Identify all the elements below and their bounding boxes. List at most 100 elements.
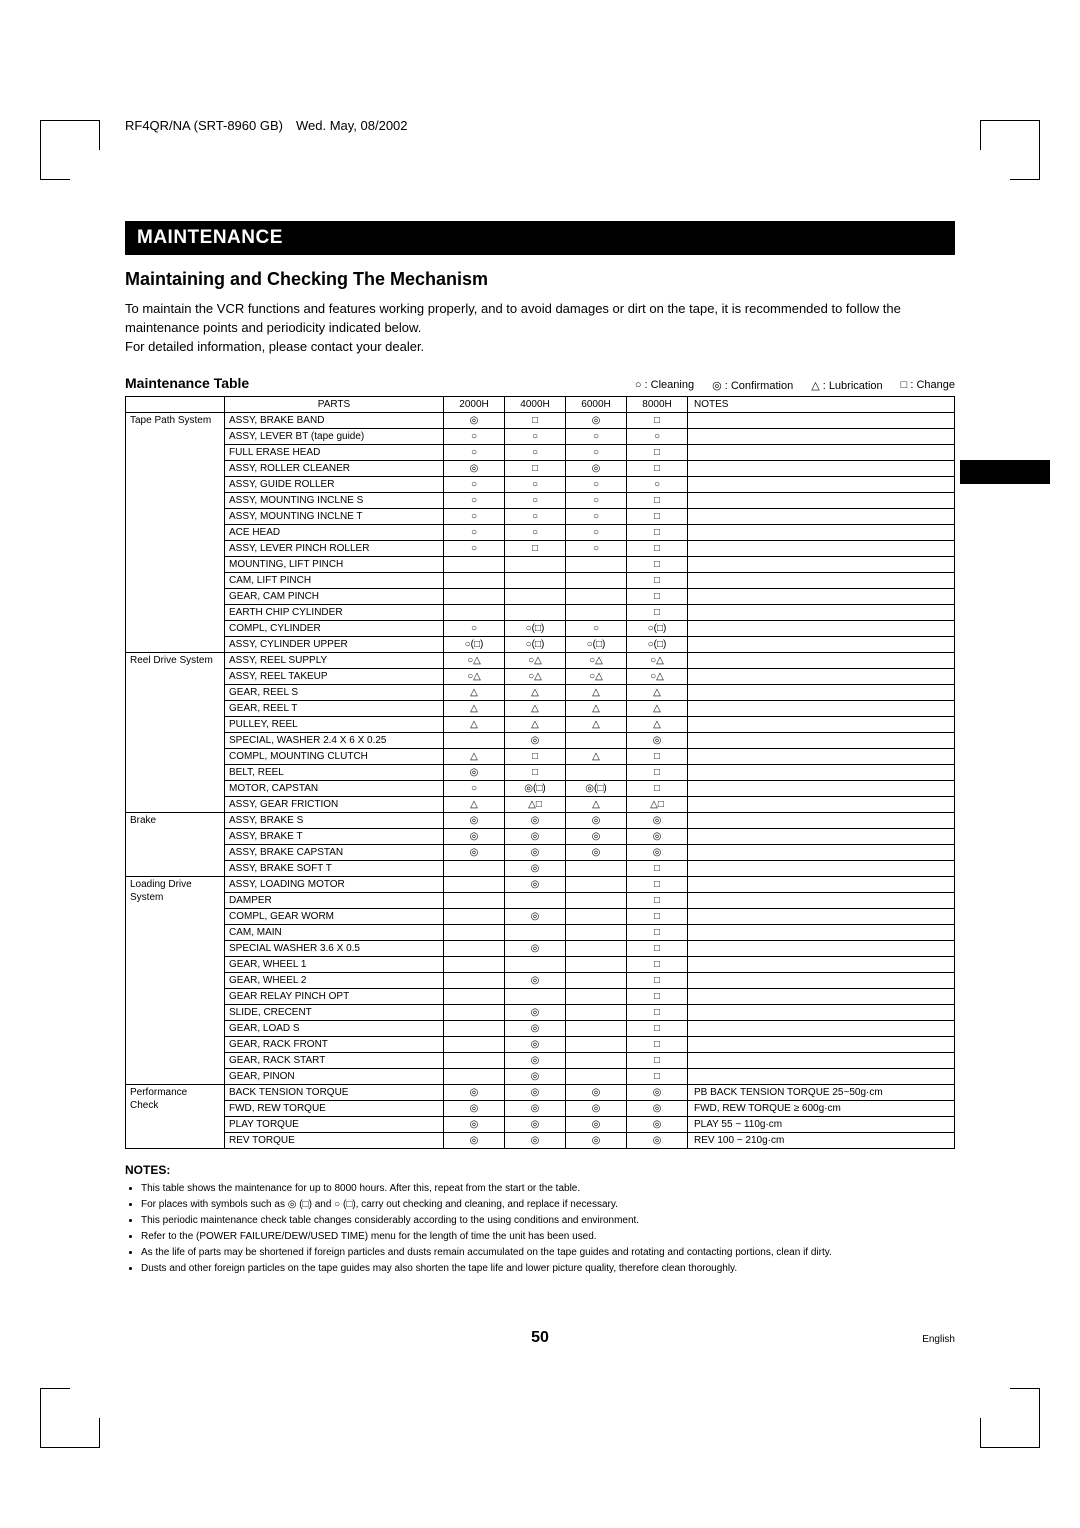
hour-cell xyxy=(566,988,627,1004)
part-cell: CAM, MAIN xyxy=(225,924,444,940)
hour-cell: △ xyxy=(627,700,688,716)
part-cell: ASSY, BRAKE S xyxy=(225,812,444,828)
hour-cell xyxy=(444,972,505,988)
hour-cell: □ xyxy=(627,940,688,956)
note-cell xyxy=(688,556,955,572)
system-cell: Reel Drive System xyxy=(126,652,225,812)
hour-cell: ◎(□) xyxy=(566,780,627,796)
table-row: SPECIAL WASHER 3.6 X 0.5 ◎ □ xyxy=(126,940,955,956)
table-row: EARTH CHIP CYLINDER□ xyxy=(126,604,955,620)
table-row: DAMPER□ xyxy=(126,892,955,908)
note-cell xyxy=(688,524,955,540)
table-row: ASSY, MOUNTING INCLNE T○○○□ xyxy=(126,508,955,524)
hour-cell: ◎ xyxy=(505,828,566,844)
part-cell: ASSY, REEL SUPPLY xyxy=(225,652,444,668)
part-cell: ASSY, BRAKE SOFT T xyxy=(225,860,444,876)
note-cell xyxy=(688,956,955,972)
note-cell xyxy=(688,1052,955,1068)
hour-cell: □ xyxy=(627,588,688,604)
hour-cell: □ xyxy=(505,540,566,556)
part-cell: COMPL, MOUNTING CLUTCH xyxy=(225,748,444,764)
hour-cell: ○(□) xyxy=(627,636,688,652)
hour-cell: ◎ xyxy=(505,732,566,748)
note-cell xyxy=(688,412,955,428)
part-cell: SPECIAL WASHER 3.6 X 0.5 xyxy=(225,940,444,956)
hour-cell xyxy=(444,860,505,876)
hour-cell: △ xyxy=(444,748,505,764)
part-cell: ASSY, GUIDE ROLLER xyxy=(225,476,444,492)
hour-cell: ○ xyxy=(444,444,505,460)
part-cell: REV TORQUE xyxy=(225,1132,444,1148)
hour-cell: ○ xyxy=(444,508,505,524)
part-cell: ASSY, GEAR FRICTION xyxy=(225,796,444,812)
table-row: GEAR, REEL T△△△△ xyxy=(126,700,955,716)
note-cell xyxy=(688,876,955,892)
hour-cell: □ xyxy=(627,908,688,924)
hour-cell: □ xyxy=(505,412,566,428)
notes-list: This table shows the maintenance for up … xyxy=(125,1181,955,1276)
table-row: SLIDE, CRECENT◎□ xyxy=(126,1004,955,1020)
hour-cell xyxy=(566,1004,627,1020)
hour-cell xyxy=(566,588,627,604)
hour-cell xyxy=(444,1020,505,1036)
hour-cell: ○(□) xyxy=(505,636,566,652)
hour-cell xyxy=(444,588,505,604)
hour-cell: □ xyxy=(627,924,688,940)
hour-cell: ◎ xyxy=(505,1132,566,1148)
part-cell: ASSY, REEL TAKEUP xyxy=(225,668,444,684)
hour-cell: ○△ xyxy=(627,652,688,668)
hour-cell xyxy=(566,572,627,588)
hour-cell: ◎ xyxy=(505,940,566,956)
hour-cell xyxy=(444,556,505,572)
hour-cell: ◎ xyxy=(627,1132,688,1148)
hour-cell: ○△ xyxy=(566,652,627,668)
table-row: PULLEY, REEL△△△△ xyxy=(126,716,955,732)
hour-cell xyxy=(444,1036,505,1052)
table-row: ASSY, BRAKE CAPSTAN◎◎◎◎ xyxy=(126,844,955,860)
table-row: REV TORQUE◎◎◎◎REV 100 ~ 210g·cm xyxy=(126,1132,955,1148)
note-cell xyxy=(688,732,955,748)
hour-cell: ◎ xyxy=(627,828,688,844)
part-cell: ASSY, LOADING MOTOR xyxy=(225,876,444,892)
table-row: Tape Path SystemASSY, BRAKE BAND◎□◎□ xyxy=(126,412,955,428)
hour-cell: □ xyxy=(627,764,688,780)
hour-cell: ◎ xyxy=(566,812,627,828)
hour-cell: ◎ xyxy=(505,1116,566,1132)
hour-cell: ◎ xyxy=(505,1068,566,1084)
table-row: PerformanceCheckBACK TENSION TORQUE◎◎◎◎P… xyxy=(126,1084,955,1100)
note-cell: REV 100 ~ 210g·cm xyxy=(688,1132,955,1148)
hour-cell: ○ xyxy=(444,524,505,540)
hour-cell: ○ xyxy=(566,444,627,460)
table-row: MOUNTING, LIFT PINCH□ xyxy=(126,556,955,572)
hour-cell: □ xyxy=(627,524,688,540)
hour-cell: ◎ xyxy=(566,1100,627,1116)
hour-cell: △ xyxy=(505,700,566,716)
part-cell: ASSY, LEVER PINCH ROLLER xyxy=(225,540,444,556)
table-header-cell: 2000H xyxy=(444,396,505,412)
hour-cell xyxy=(566,892,627,908)
hour-cell: ◎(□) xyxy=(505,780,566,796)
note-cell xyxy=(688,780,955,796)
hour-cell: □ xyxy=(627,988,688,1004)
hour-cell xyxy=(566,876,627,892)
hour-cell xyxy=(444,732,505,748)
note-cell: FWD, REW TORQUE ≥ 600g·cm xyxy=(688,1100,955,1116)
hour-cell: ○ xyxy=(566,476,627,492)
hour-cell xyxy=(505,588,566,604)
note-cell xyxy=(688,892,955,908)
hour-cell: □ xyxy=(627,572,688,588)
part-cell: CAM, LIFT PINCH xyxy=(225,572,444,588)
hour-cell: ◎ xyxy=(444,412,505,428)
hour-cell: △ xyxy=(444,796,505,812)
table-row: GEAR, RACK FRONT◎□ xyxy=(126,1036,955,1052)
hour-cell: ○ xyxy=(505,508,566,524)
hour-cell: □ xyxy=(627,460,688,476)
hour-cell xyxy=(505,924,566,940)
hour-cell xyxy=(566,940,627,956)
note-cell xyxy=(688,684,955,700)
hour-cell: ◎ xyxy=(566,828,627,844)
part-cell: GEAR, REEL S xyxy=(225,684,444,700)
hour-cell: ◎ xyxy=(505,1004,566,1020)
hour-cell: □ xyxy=(627,860,688,876)
hour-cell xyxy=(444,924,505,940)
